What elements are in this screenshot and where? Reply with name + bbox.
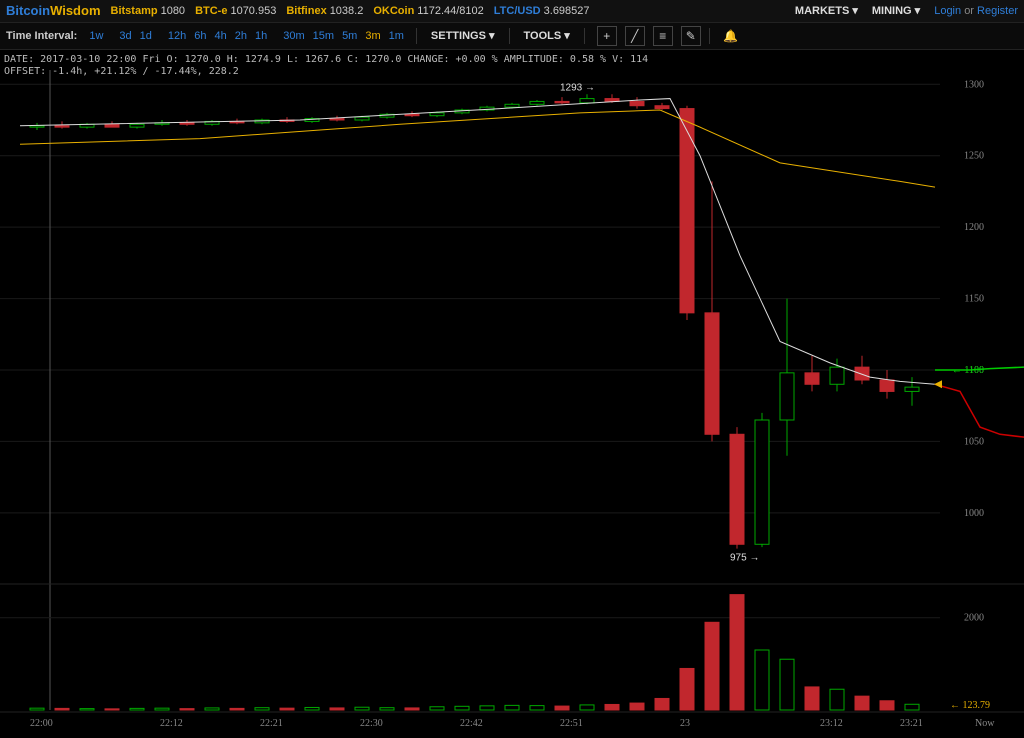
svg-text:1293 →: 1293 → — [560, 82, 595, 93]
chart-area[interactable]: 1000105011001150120012501300DATE: 2017-0… — [0, 50, 1024, 738]
interval-12h[interactable]: 12h — [164, 30, 190, 42]
svg-text:DATE: 2017-03-10 22:00 Fri O: DATE: 2017-03-10 22:00 Fri O: 1270.0 H: … — [4, 54, 648, 65]
svg-text:← 1100: ← 1100 — [952, 365, 984, 376]
interval-1w[interactable]: 1w — [85, 30, 107, 42]
svg-text:1000: 1000 — [964, 508, 984, 519]
line-tool-icon[interactable]: ╱ — [625, 26, 645, 46]
interval-2h[interactable]: 2h — [231, 30, 251, 42]
interval-30m[interactable]: 30m — [279, 30, 308, 42]
add-tool-icon[interactable]: + — [597, 26, 617, 46]
ticker-bitfinex[interactable]: Bitfinex1038.2 — [286, 0, 363, 22]
svg-text:← 123.79: ← 123.79 — [950, 700, 990, 711]
svg-text:1300: 1300 — [964, 79, 984, 90]
tools-menu[interactable]: TOOLS ▾ — [518, 23, 576, 49]
ticker-pair[interactable]: LTC/USD3.698527 — [494, 0, 590, 22]
svg-text:22:00: 22:00 — [30, 718, 53, 729]
interval-1d[interactable]: 1d — [136, 30, 156, 42]
svg-text:22:21: 22:21 — [260, 718, 283, 729]
svg-text:1150: 1150 — [964, 294, 984, 305]
interval-1m[interactable]: 1m — [385, 30, 408, 42]
brand-logo[interactable]: BitcoinWisdom — [6, 0, 101, 22]
settings-menu[interactable]: SETTINGS ▾ — [425, 23, 501, 49]
brush-tool-icon[interactable]: ✎ — [681, 26, 701, 46]
svg-text:22:12: 22:12 — [160, 718, 183, 729]
svg-text:22:30: 22:30 — [360, 718, 383, 729]
svg-text:975 →: 975 → — [730, 553, 759, 564]
login-link[interactable]: Login — [934, 5, 961, 17]
svg-text:2000: 2000 — [964, 613, 984, 624]
svg-text:22:42: 22:42 — [460, 718, 483, 729]
interval-4h[interactable]: 4h — [211, 30, 231, 42]
svg-text:23:12: 23:12 — [820, 718, 843, 729]
register-link[interactable]: Register — [977, 5, 1018, 17]
time-interval-toolbar: Time Interval: 1w 3d1d 12h6h4h2h1h 30m15m5m… — [0, 23, 1024, 50]
time-interval-label: Time Interval: — [6, 23, 77, 49]
svg-text:1050: 1050 — [964, 436, 984, 447]
svg-text:23: 23 — [680, 718, 690, 729]
interval-5m[interactable]: 5m — [338, 30, 361, 42]
svg-text:22:51: 22:51 — [560, 718, 583, 729]
mining-menu[interactable]: MINING ▾ — [872, 0, 920, 22]
svg-text:OFFSET: -1.4h, +21.12% / -17.4: OFFSET: -1.4h, +21.12% / -17.44%, 228.2 — [4, 66, 239, 77]
top-ticker-bar: BitcoinWisdom Bitstamp1080 BTC-e1070.953… — [0, 0, 1024, 23]
ticker-okcoin[interactable]: OKCoin1172.44/8102 — [373, 0, 483, 22]
interval-1h[interactable]: 1h — [251, 30, 271, 42]
svg-text:23:21: 23:21 — [900, 718, 923, 729]
alert-bell-icon[interactable]: 🔔 — [722, 27, 740, 45]
hlines-tool-icon[interactable]: ≡ — [653, 26, 673, 46]
auth-links: Login or Register — [934, 0, 1018, 22]
interval-3m[interactable]: 3m — [361, 30, 384, 42]
svg-text:1200: 1200 — [964, 222, 984, 233]
ticker-btce[interactable]: BTC-e1070.953 — [195, 0, 276, 22]
markets-menu[interactable]: MARKETS ▾ — [795, 0, 858, 22]
interval-6h[interactable]: 6h — [190, 30, 210, 42]
ticker-bitstamp[interactable]: Bitstamp1080 — [111, 0, 186, 22]
interval-15m[interactable]: 15m — [309, 30, 338, 42]
svg-text:1250: 1250 — [964, 151, 984, 162]
svg-text:Now: Now — [975, 718, 995, 729]
interval-3d[interactable]: 3d — [115, 30, 135, 42]
